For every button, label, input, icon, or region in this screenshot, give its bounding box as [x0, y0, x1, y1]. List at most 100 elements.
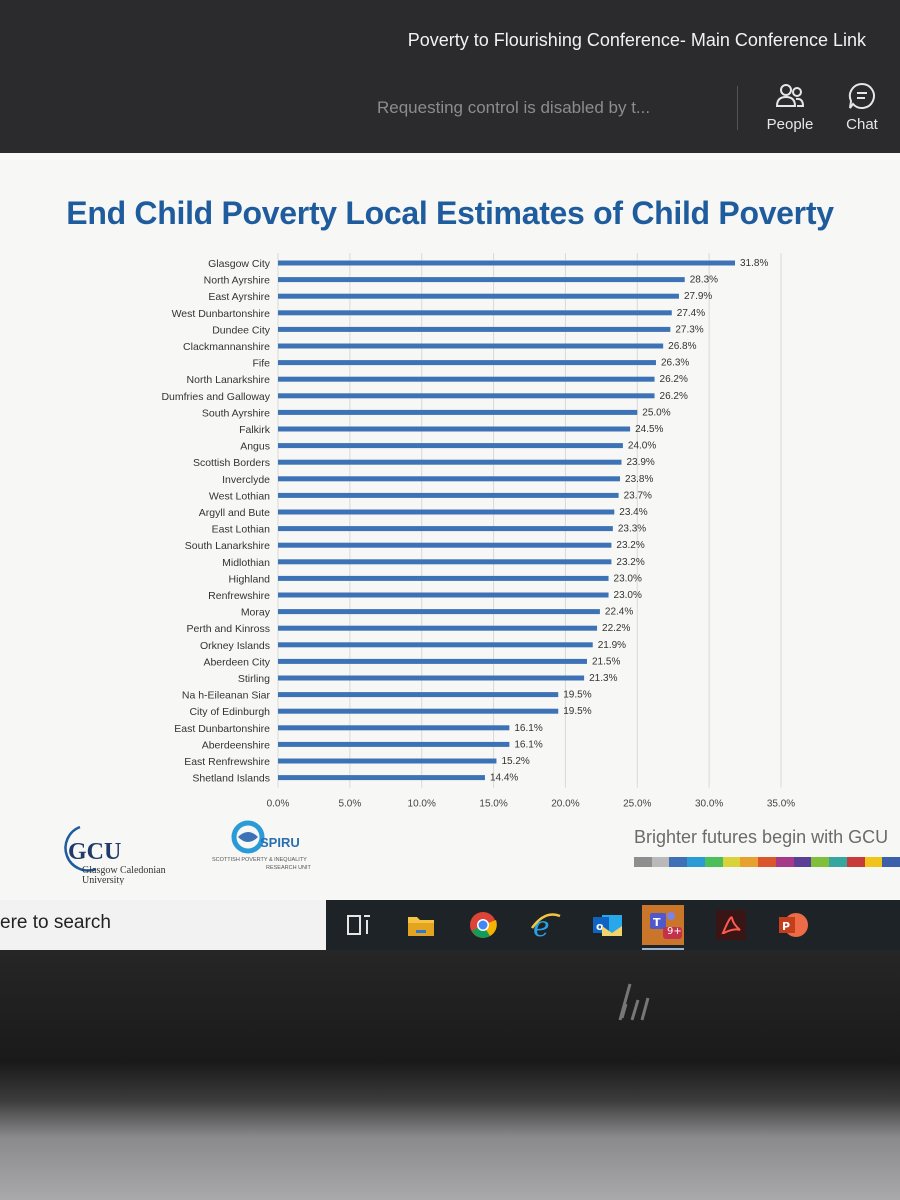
bar	[278, 509, 615, 515]
presentation-slide: End Child Poverty Local Estimates of Chi…	[0, 153, 900, 900]
strip-segment	[722, 857, 741, 867]
data-label: 23.4%	[619, 507, 647, 518]
category-label: Aberdeen City	[203, 656, 270, 668]
svg-text:o: o	[596, 920, 604, 933]
data-label: 24.0%	[628, 441, 656, 452]
bar	[278, 492, 619, 498]
bar	[278, 260, 736, 266]
bar	[278, 708, 559, 714]
svg-text:SPIRU: SPIRU	[260, 835, 300, 850]
data-label: 23.8%	[625, 474, 653, 485]
strip-segment	[882, 857, 900, 867]
bar	[278, 277, 685, 283]
teams-icon: T	[650, 912, 682, 939]
chat-label: Chat	[846, 116, 878, 133]
color-strip	[634, 857, 900, 867]
category-label: Moray	[241, 607, 271, 619]
search-input[interactable]: ere to search	[0, 912, 111, 933]
data-label: 21.3%	[589, 673, 617, 684]
teams-taskbar-button[interactable]: T 9+	[642, 905, 684, 951]
strip-segment	[758, 857, 776, 867]
teams-meeting-bar: Poverty to Flourishing Conference- Main …	[0, 0, 900, 153]
category-label: Stirling	[238, 673, 270, 685]
gcu-logo: GCU Glasgow Caledonian University	[64, 825, 166, 885]
svg-text:University: University	[82, 875, 124, 885]
data-label: 21.5%	[592, 656, 620, 667]
strip-segment	[669, 857, 688, 867]
slide-footer: GCU Glasgow Caledonian University SPIRU …	[0, 813, 900, 900]
request-control-message: Requesting control is disabled by t...	[377, 98, 651, 117]
category-label: Glasgow City	[208, 258, 271, 270]
x-tick-label: 25.0%	[623, 799, 651, 810]
category-label: North Ayrshire	[204, 275, 270, 287]
bar	[278, 326, 671, 332]
strip-segment	[793, 857, 812, 867]
hp-logo-icon	[618, 983, 650, 1021]
powerpoint-icon[interactable]: P	[774, 906, 812, 944]
category-label: Scottish Borders	[193, 457, 270, 469]
taskbar-search-box[interactable]: ere to search	[0, 900, 326, 950]
bar	[278, 459, 622, 465]
meeting-title: Poverty to Flourishing Conference- Main …	[407, 30, 866, 50]
data-label: 22.4%	[605, 607, 633, 618]
svg-text:Glasgow Caledonian: Glasgow Caledonian	[82, 865, 166, 876]
task-view-icon[interactable]	[340, 906, 378, 944]
category-label: Falkirk	[239, 424, 271, 436]
slide-title: End Child Poverty Local Estimates of Chi…	[66, 195, 834, 231]
x-tick-label: 20.0%	[551, 799, 579, 810]
people-button[interactable]: People	[755, 82, 825, 142]
data-label: 28.3%	[690, 275, 718, 286]
data-label: 22.2%	[602, 623, 630, 634]
x-tick-label: 10.0%	[408, 799, 436, 810]
data-label: 23.3%	[618, 524, 646, 535]
bar	[278, 310, 672, 316]
internet-explorer-icon[interactable]: e	[526, 906, 564, 944]
svg-text:P: P	[782, 920, 790, 933]
strip-segment	[651, 857, 670, 867]
data-label: 23.7%	[624, 490, 652, 501]
chrome-icon[interactable]	[464, 906, 502, 944]
strip-segment	[704, 857, 723, 867]
toolbar-divider	[737, 86, 738, 130]
data-label: 16.1%	[514, 739, 542, 750]
bar	[278, 609, 600, 615]
data-label: 14.4%	[490, 773, 518, 784]
category-label: East Ayrshire	[208, 291, 270, 303]
category-label: Renfrewshire	[208, 590, 270, 602]
category-label: City of Edinburgh	[189, 706, 270, 718]
category-label: Dundee City	[212, 324, 271, 336]
data-label: 27.4%	[677, 308, 705, 319]
data-label: 23.2%	[616, 557, 644, 568]
bar	[278, 343, 664, 349]
bar	[278, 293, 679, 299]
windows-taskbar: ere to search e o T 9+	[0, 900, 900, 951]
bar	[278, 741, 510, 747]
strip-segment	[740, 857, 759, 867]
slide-tagline: Brighter futures begin with GCU	[634, 827, 889, 847]
bar	[278, 675, 585, 681]
category-label: East Dunbartonshire	[174, 723, 270, 735]
svg-text:GCU: GCU	[68, 839, 121, 865]
people-icon	[775, 84, 805, 107]
category-label: Dumfries and Galloway	[161, 391, 270, 403]
bar	[278, 692, 559, 698]
svg-text:SCOTTISH POVERTY & INEQUALITY: SCOTTISH POVERTY & INEQUALITY	[212, 857, 307, 863]
data-label: 26.3%	[661, 358, 689, 369]
data-label: 27.9%	[684, 291, 712, 302]
data-label: 27.3%	[675, 324, 703, 335]
bar	[278, 758, 497, 764]
data-label: 23.2%	[616, 540, 644, 551]
category-label: North Lanarkshire	[187, 374, 271, 386]
acrobat-icon[interactable]	[712, 906, 750, 944]
file-explorer-icon[interactable]	[402, 906, 440, 944]
data-label: 23.0%	[614, 573, 642, 584]
data-label: 23.0%	[614, 590, 642, 601]
chat-button[interactable]: Chat	[827, 82, 897, 142]
outlook-icon[interactable]: o	[588, 906, 626, 944]
data-label: 19.5%	[563, 690, 591, 701]
people-label: People	[766, 116, 814, 133]
category-label: Clackmannanshire	[183, 341, 270, 353]
bar	[278, 775, 485, 781]
strip-segment	[687, 857, 705, 867]
category-label: Orkney Islands	[200, 640, 270, 652]
